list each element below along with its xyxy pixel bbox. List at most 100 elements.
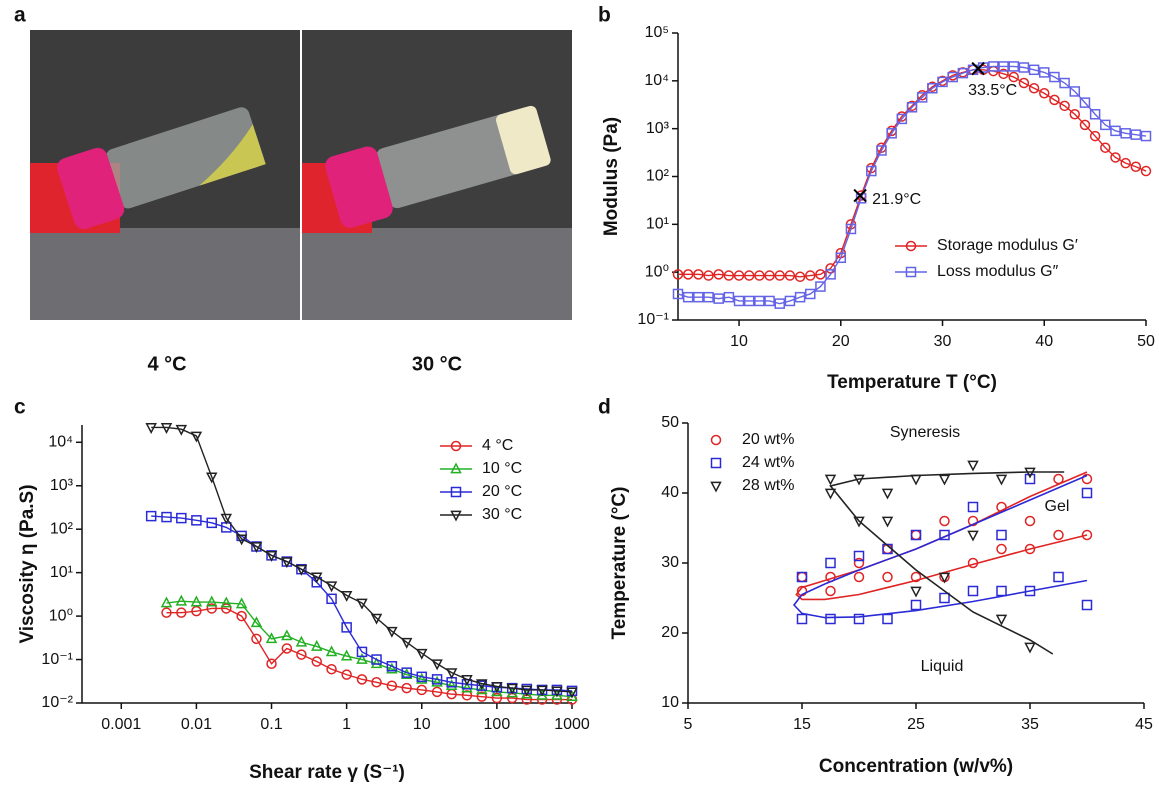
marker bbox=[250, 616, 263, 628]
marker bbox=[764, 270, 775, 281]
marker bbox=[1049, 94, 1060, 106]
legend-label: 20 wt% bbox=[742, 431, 794, 448]
x-axis-title: Temperature T (°C) bbox=[827, 372, 997, 393]
marker bbox=[431, 659, 443, 671]
marker bbox=[996, 543, 1007, 555]
marker bbox=[825, 557, 836, 569]
marker bbox=[416, 671, 428, 683]
marker bbox=[710, 481, 722, 493]
marker bbox=[236, 610, 247, 622]
marker bbox=[1039, 67, 1050, 78]
marker bbox=[281, 643, 293, 654]
marker bbox=[998, 61, 1009, 72]
crossover bbox=[853, 188, 867, 203]
panel-label: b bbox=[598, 4, 611, 27]
marker bbox=[266, 658, 277, 670]
panel-label: c bbox=[14, 396, 26, 419]
marker bbox=[161, 607, 172, 618]
marker bbox=[1024, 543, 1036, 555]
marker bbox=[341, 622, 352, 633]
marker bbox=[205, 595, 218, 607]
marker bbox=[825, 585, 836, 597]
photo-panel: 4 °C 30 °C a bbox=[14, 4, 572, 375]
y-tick-label: 10⁻² bbox=[41, 694, 73, 711]
marker bbox=[450, 510, 462, 522]
marker bbox=[416, 672, 428, 684]
y-tick-label: 10¹ bbox=[50, 564, 73, 581]
marker bbox=[1024, 473, 1036, 485]
marker bbox=[723, 291, 735, 303]
marker bbox=[356, 652, 368, 664]
marker bbox=[296, 649, 307, 660]
marker bbox=[235, 597, 248, 609]
panel-label: a bbox=[14, 4, 26, 27]
marker bbox=[967, 501, 979, 513]
marker bbox=[1053, 529, 1064, 541]
marker bbox=[1018, 62, 1030, 73]
marker bbox=[835, 252, 847, 264]
marker bbox=[682, 291, 694, 303]
series-line bbox=[677, 65, 1147, 305]
marker bbox=[910, 529, 922, 541]
marker bbox=[910, 586, 922, 598]
x-tick-label: 0.001 bbox=[101, 716, 141, 733]
region-label: Syneresis bbox=[890, 424, 960, 441]
marker bbox=[1008, 71, 1019, 83]
marker bbox=[882, 571, 893, 583]
marker bbox=[1018, 77, 1030, 89]
marker bbox=[784, 270, 796, 281]
marker bbox=[386, 680, 398, 691]
photo-table bbox=[30, 228, 300, 320]
marker bbox=[1024, 467, 1036, 479]
marker bbox=[1053, 473, 1064, 485]
marker bbox=[190, 431, 203, 443]
marker bbox=[794, 271, 806, 283]
marker bbox=[743, 295, 755, 307]
crossover-mark bbox=[971, 61, 985, 76]
chart: d 5 15 25 35 45 10 20 30 40 50 Concentration (w/v%)… bbox=[598, 396, 1153, 777]
marker bbox=[910, 571, 922, 583]
marker bbox=[356, 646, 368, 658]
marker bbox=[938, 572, 951, 584]
marker bbox=[251, 633, 262, 645]
marker bbox=[796, 571, 808, 583]
x-axis-title: Concentration (w/v%) bbox=[819, 756, 1013, 777]
marker bbox=[1059, 100, 1070, 112]
marker bbox=[713, 269, 724, 280]
marker bbox=[450, 462, 462, 474]
marker bbox=[754, 270, 765, 281]
marker bbox=[295, 635, 308, 647]
marker bbox=[386, 662, 398, 674]
marker bbox=[281, 557, 293, 569]
legend-label: 24 wt% bbox=[742, 454, 794, 471]
region-label: Liquid bbox=[921, 658, 964, 675]
y-tick-label: 10⁵ bbox=[645, 24, 669, 41]
marker bbox=[1081, 487, 1093, 499]
vial-glass bbox=[105, 107, 264, 209]
marker bbox=[476, 679, 488, 691]
marker bbox=[221, 603, 232, 614]
legend-label: 28 wt% bbox=[742, 477, 794, 494]
marker bbox=[906, 102, 918, 113]
marker bbox=[764, 295, 775, 307]
x-tick-label: 50 bbox=[1137, 333, 1155, 350]
series-line bbox=[151, 426, 573, 693]
marker bbox=[445, 668, 458, 680]
marker bbox=[967, 557, 979, 569]
marker bbox=[176, 607, 187, 618]
marker bbox=[175, 594, 188, 606]
marker bbox=[805, 270, 816, 281]
legend-label: Storage modulus G′ bbox=[937, 237, 1078, 254]
marker bbox=[796, 571, 808, 583]
vial bbox=[57, 107, 266, 230]
marker bbox=[220, 513, 233, 525]
marker bbox=[939, 515, 950, 527]
marker bbox=[927, 82, 938, 94]
marker bbox=[1024, 585, 1036, 597]
marker bbox=[845, 223, 857, 235]
marker bbox=[881, 488, 894, 500]
y-tick-label: 10³ bbox=[50, 477, 74, 494]
marker bbox=[476, 680, 488, 691]
marker bbox=[191, 605, 202, 617]
y-tick-label: 10¹ bbox=[646, 216, 669, 233]
